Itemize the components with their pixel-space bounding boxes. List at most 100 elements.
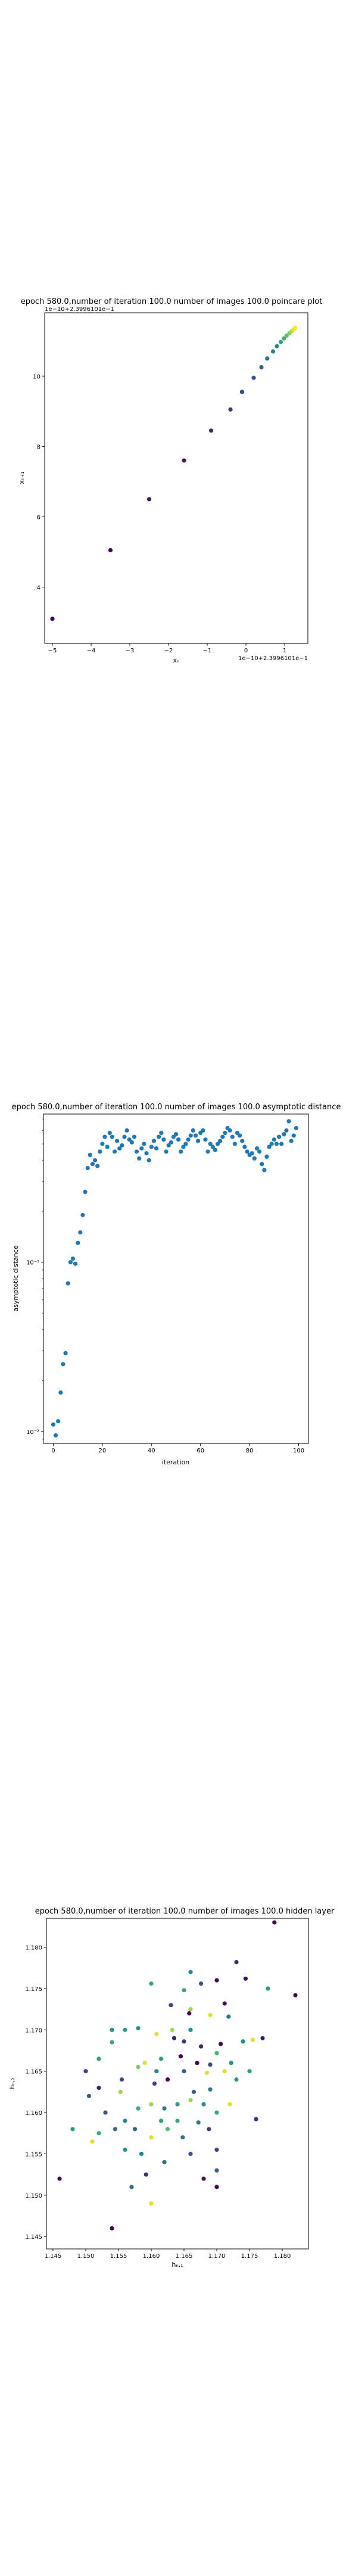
data-point [158,2057,164,2061]
x-tick-label: 1.175 [241,2253,258,2260]
data-point [149,1144,154,1149]
data-point [154,2031,159,2036]
data-point [124,1128,129,1133]
data-point [234,1959,239,1965]
data-point [210,1144,215,1149]
data-point [208,2062,213,2067]
data-point [228,407,233,412]
data-point [214,2110,219,2115]
data-point [85,1165,90,1171]
data-point [142,2061,147,2065]
data-point [208,428,214,433]
data-point [260,2036,265,2040]
x-tick-label: 1.155 [110,2253,127,2260]
data-point [293,1993,298,1998]
x-tick-label: 40 [148,1448,155,1454]
data-point [149,1981,154,1986]
data-point [265,356,270,361]
data-point [267,1144,272,1149]
data-point [152,2081,157,2086]
data-point [136,2026,141,2031]
data-point [134,1149,139,1154]
data-point [240,1138,245,1143]
data-point [222,2069,227,2074]
data-point [102,1134,107,1139]
x-tick-label: −3 [126,648,135,654]
asymptotic-plot-axes: 0 20 40 60 80 100 10⁻² 10⁻¹ [26,1119,304,1454]
data-point [63,1351,68,1356]
data-point [201,2102,206,2107]
data-point [139,2151,144,2157]
data-point [129,1140,134,1145]
data-point [142,1141,146,1146]
data-point [118,2089,123,2094]
x-tick-label: −4 [87,648,96,654]
data-point [179,1149,183,1154]
y-tick-label: 1.180 [25,1945,42,1952]
data-point [154,2069,159,2074]
data-point [139,1146,144,1151]
data-point [137,1156,142,1161]
data-point [238,1133,242,1138]
data-point [282,1132,286,1137]
data-point [175,2118,180,2123]
poincare-plot-x-offset: 1e−10+2.3996101e−1 [238,655,308,662]
data-point [132,1134,137,1139]
data-point [289,1138,294,1143]
data-point [182,2069,186,2074]
x-tick-label: −5 [48,648,57,654]
data-point [122,1134,127,1139]
data-point [66,1281,70,1286]
y-tick-label: 10⁻¹ [26,1260,39,1267]
data-point [169,1140,173,1145]
data-point [260,1162,264,1166]
data-point [146,1158,151,1163]
data-point [272,1920,277,1925]
data-point [70,2127,75,2132]
data-point [115,1138,120,1143]
data-point [172,2036,177,2040]
hidden-layer-plot-frame [46,1918,309,2250]
y-tick-label: 1.165 [25,2069,42,2076]
x-tick-label: 0 [244,648,248,654]
asymptotic-plot-x-label: iteration [162,1458,189,1466]
asymptotic-plot-title: epoch 580.0,number of iteration 100.0 nu… [12,1103,341,1112]
data-point [214,2185,219,2189]
data-point [251,375,256,380]
data-point [96,2057,101,2061]
data-point [204,2070,210,2076]
data-point [292,325,298,330]
poincare-plot-y-label: xₙ₊₁ [18,471,26,484]
x-tick-label: 1.150 [77,2253,95,2260]
data-point [157,1134,161,1139]
x-tick-label: 0 [51,1448,55,1454]
data-point [108,547,113,553]
data-point [182,458,186,463]
data-point [226,2014,231,2019]
poincare-plot-x-label: xₙ [173,657,180,664]
data-point [73,1261,78,1266]
data-point [188,2098,193,2102]
data-point [222,2001,227,2006]
data-point [96,2131,101,2136]
x-tick-label: −2 [164,648,173,654]
data-point [90,1162,95,1166]
data-point [214,2168,219,2173]
x-tick-label: 100 [293,1448,304,1454]
data-point [272,1137,276,1142]
data-point [144,1151,149,1156]
data-point [219,2042,223,2046]
data-point [88,1153,92,1158]
data-point [110,1134,114,1139]
data-point [232,1141,237,1146]
data-point [144,2172,148,2177]
hidden-layer-plot: epoch 580.0,number of iteration 100.0 nu… [8,1907,335,2269]
x-tick-label: 1.145 [45,2253,62,2260]
data-point [213,1147,218,1152]
data-point [183,1141,188,1146]
data-point [195,1138,201,1143]
data-point [284,1128,289,1133]
data-point [243,1976,248,1981]
data-point [178,2054,183,2059]
